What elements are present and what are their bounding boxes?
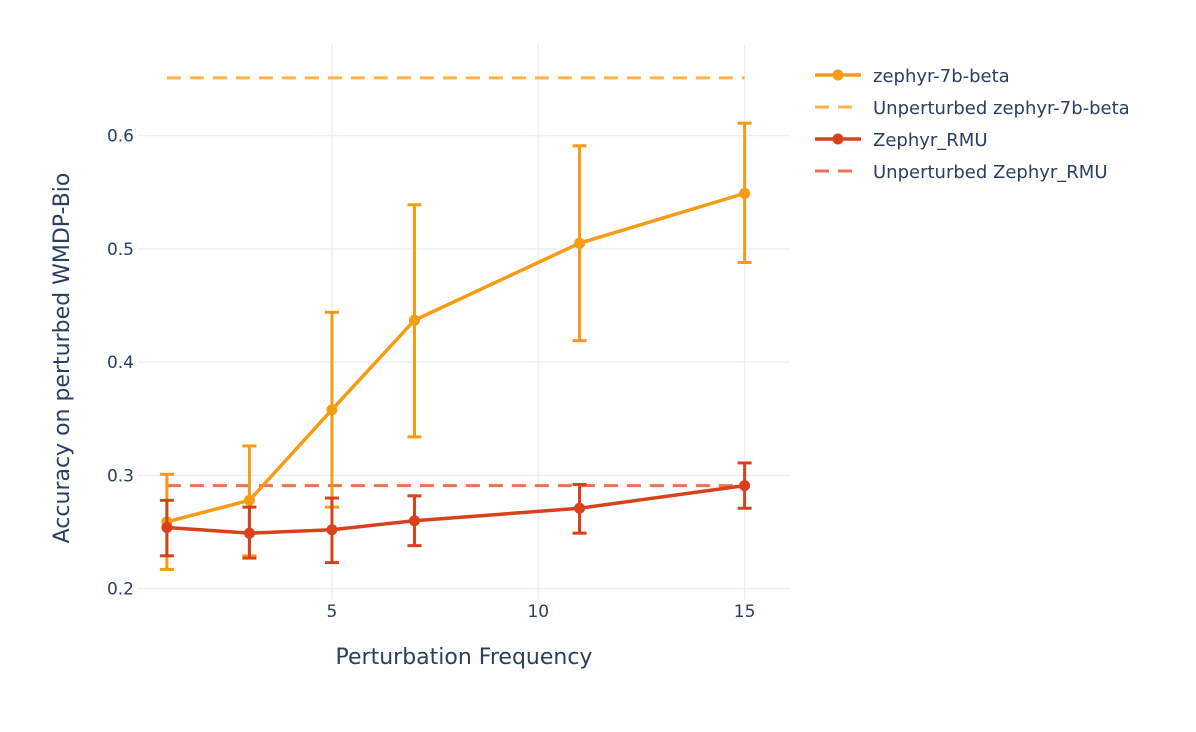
data-point (326, 404, 338, 416)
legend-item: Zephyr_RMU (815, 130, 988, 151)
tick-labels: 5 10 15 0.2 0.3 0.4 0.5 0.6 (107, 127, 755, 622)
data-point (243, 494, 255, 506)
y-tick-label: 0.2 (107, 580, 134, 600)
y-axis-title: Accuracy on perturbed WMDP-Bio (50, 173, 75, 544)
y-tick-label: 0.4 (107, 353, 134, 373)
legend-label: Zephyr_RMU (873, 130, 988, 151)
y-tick-label: 0.3 (107, 466, 134, 486)
legend: zephyr-7b-beta Unperturbed zephyr-7b-beta… (815, 66, 1130, 183)
series-line-zephyr-7b-beta (166, 191, 746, 524)
data-point (326, 524, 338, 536)
x-axis-title: Perturbation Frequency (336, 645, 593, 670)
data-point (739, 480, 751, 492)
data-point (243, 527, 255, 539)
legend-item: zephyr-7b-beta (815, 66, 1010, 87)
series-line-zephyr-rmu (166, 483, 745, 535)
data-point (739, 187, 751, 199)
legend-label: Unperturbed Zephyr_RMU (873, 162, 1108, 183)
legend-item: Unperturbed zephyr-7b-beta (815, 98, 1130, 119)
series-layer (159, 76, 752, 571)
x-tick-label: 5 (327, 602, 338, 622)
y-tick-label: 0.5 (107, 240, 134, 260)
legend-label: Unperturbed zephyr-7b-beta (873, 98, 1130, 119)
legend-marker (832, 133, 844, 145)
x-tick-label: 10 (527, 602, 549, 622)
data-point (574, 237, 586, 249)
legend-item: Unperturbed Zephyr_RMU (815, 162, 1108, 183)
data-point (574, 502, 586, 514)
data-point (408, 314, 420, 326)
data-point (161, 522, 173, 534)
y-tick-label: 0.6 (107, 127, 134, 147)
legend-label: zephyr-7b-beta (873, 66, 1010, 87)
x-tick-label: 15 (734, 602, 756, 622)
data-point (408, 515, 420, 527)
series-zephyr-rmu (159, 461, 752, 565)
legend-marker (832, 69, 844, 81)
